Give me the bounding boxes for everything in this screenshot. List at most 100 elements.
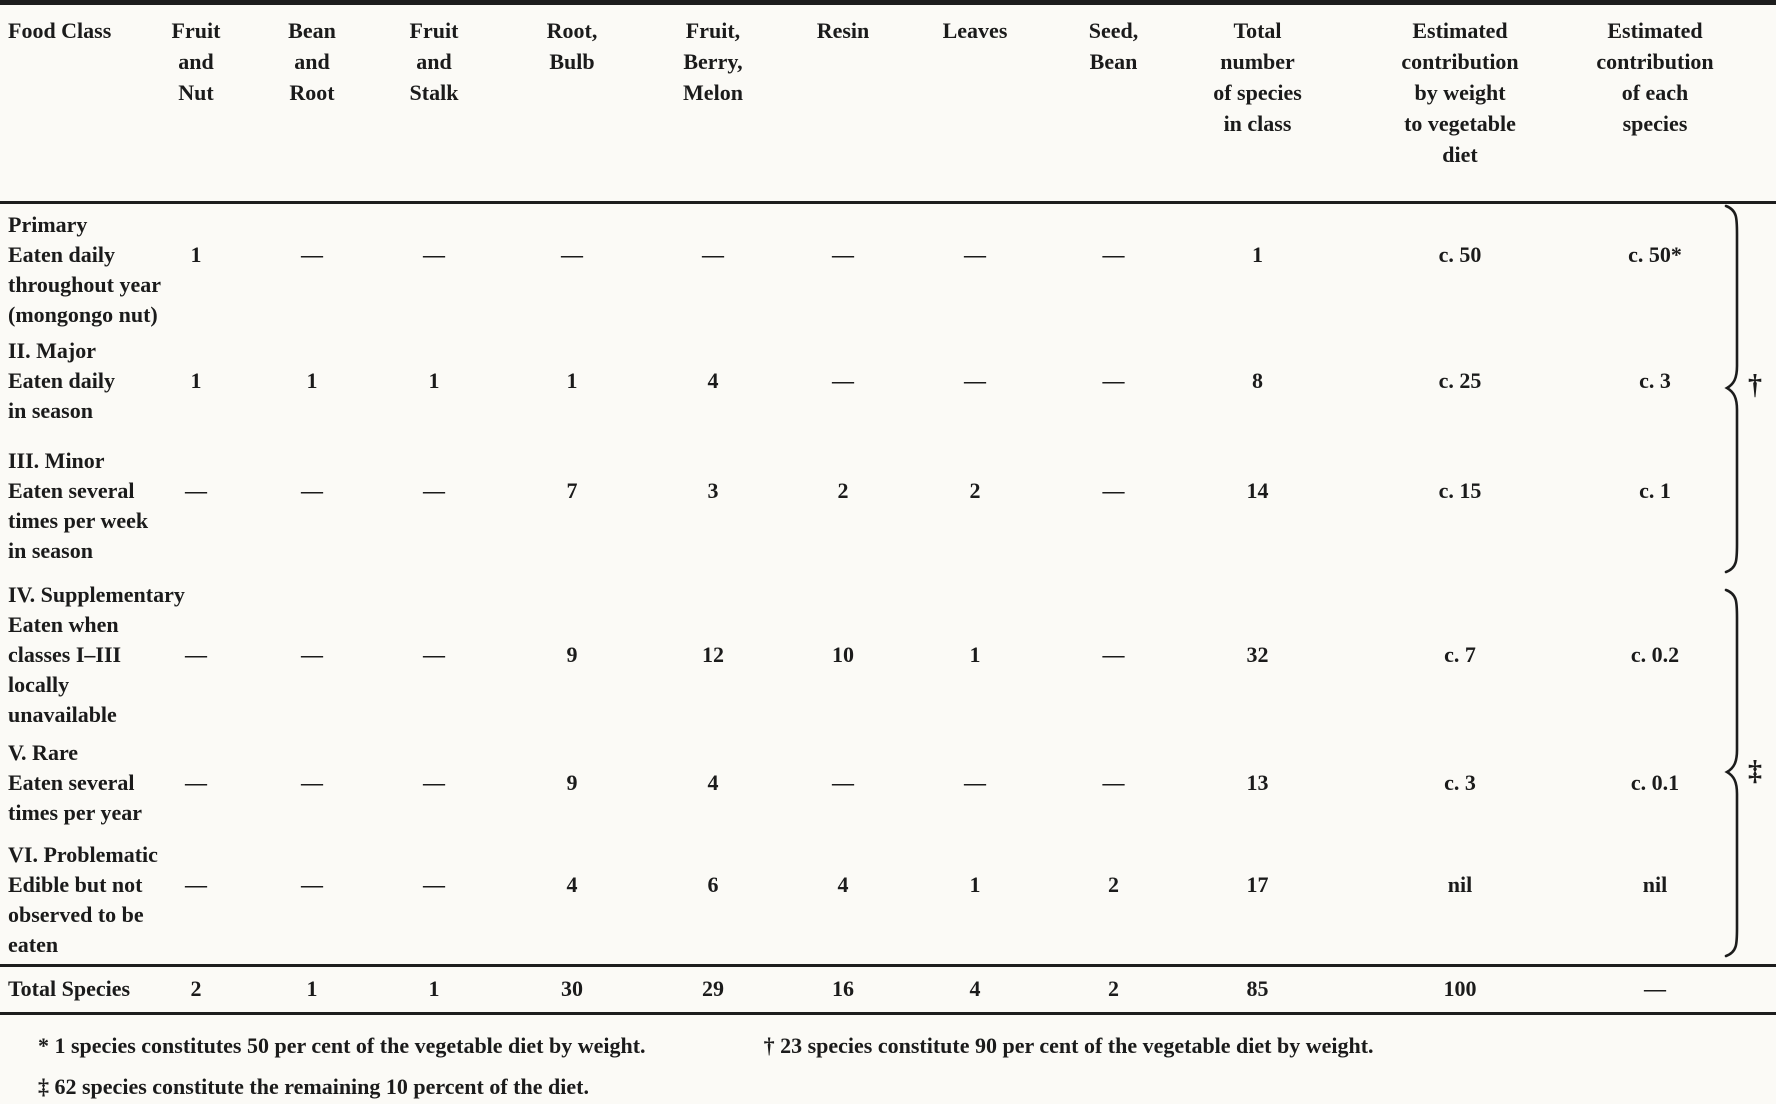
data-cell: — [301,770,323,795]
data-cell: 30 [561,976,583,1001]
row-desc-line: Edible but not [8,872,143,897]
row-desc-line: Eaten several [8,478,135,503]
data-cell: 17 [1246,872,1269,897]
header-contribution-each-species: Estimated contribution of each species [1596,18,1714,136]
data-cell: — [185,872,207,897]
data-cell: 2 [190,976,202,1001]
row-title: Primary [8,212,88,237]
data-cell: 1 [428,368,440,393]
data-cell: 4 [969,976,981,1001]
row-title: VI. Problematic [8,842,158,867]
header-leaves: Leaves [942,18,1008,43]
data-cell: 1 [190,368,202,393]
header-fruit-berry-melon: Fruit, Berry, Melon [683,18,743,105]
data-cell: — [832,242,854,267]
header-fruit-nut: Fruit and Nut [171,18,221,105]
data-cell: — [185,478,207,503]
dagger-mark: † [1748,370,1762,401]
row-desc-line: times per week [8,508,149,533]
table-row-rare: V. Rare Eaten several times per year — —… [0,732,1720,834]
data-cell: 2 [1108,872,1119,897]
data-cell: — [185,770,207,795]
data-cell: c. 7 [1444,642,1476,667]
data-cell: c. 50* [1628,242,1682,267]
header-rule [0,201,1776,204]
data-cell: nil [1642,872,1668,897]
row-desc-line: observed to be [8,902,144,927]
data-cell: 9 [566,642,578,667]
data-cell: 6 [707,872,719,897]
row-label: II. Major Eaten daily in season [0,330,140,440]
data-cell: — [832,770,854,795]
header-resin: Resin [816,18,870,43]
data-cell: — [423,770,445,795]
data-cell: — [1102,242,1125,267]
data-cell: — [702,242,724,267]
footnote-double-dagger: ‡ 62 species constitute the remaining 10… [38,1074,589,1099]
data-cell: — [301,478,323,503]
row-desc-line: unavailable [8,702,117,727]
row-desc-line: Eaten when [8,612,119,637]
header-food-class: Food Class [8,18,112,43]
table-row-primary: Primary Eaten daily throughout year (mon… [0,204,1720,330]
row-desc-line: (mongongo nut) [8,302,158,327]
data-cell: — [1644,976,1666,1001]
row-desc-line: in season [8,538,93,563]
data-cell: — [423,642,445,667]
data-cell: 32 [1246,642,1269,667]
data-cell: 29 [702,976,724,1001]
table-row-problematic: VI. Problematic Edible but not observed … [0,834,1720,964]
total-top-rule [0,964,1776,967]
data-cell: 1 [1252,242,1263,267]
row-label: Primary Eaten daily throughout year (mon… [0,204,161,330]
header-total-species-in-class: Total number of species in class [1213,18,1302,136]
brace-classes-i-iii [1723,204,1745,574]
data-cell: 12 [702,642,724,667]
data-cell: 2 [969,478,981,503]
double-dagger-mark: ‡ [1748,756,1762,787]
data-cell: — [301,642,323,667]
data-cell: 3 [707,478,719,503]
footnote-line-1: * 1 species constitutes 50 per cent of t… [0,1030,1776,1062]
data-cell: — [423,242,445,267]
header-contribution-by-weight: Estimated contribution by weight to vege… [1401,18,1519,167]
header-bean-root: Bean and Root [288,18,336,105]
header-fruit-stalk: Fruit and Stalk [409,18,459,105]
data-cell: 85 [1246,976,1269,1001]
data-cell: 4 [837,872,849,897]
data-cell: 4 [707,368,719,393]
row-desc-line: in season [8,398,93,423]
row-desc-line: throughout year [8,272,161,297]
data-cell: — [964,242,986,267]
data-cell: 100 [1443,976,1477,1001]
data-cell: 1 [190,242,202,267]
row-title: V. Rare [8,740,79,765]
row-title: II. Major [8,338,96,363]
data-cell: — [423,872,445,897]
data-cell: c. 3 [1444,770,1476,795]
data-cell: 4 [566,872,578,897]
data-cell: 1 [969,872,981,897]
data-cell: 7 [566,478,578,503]
row-desc-line: eaten [8,932,59,957]
data-cell: nil [1447,872,1473,897]
data-cell: — [185,642,207,667]
row-label: VI. Problematic Edible but not observed … [0,834,158,964]
data-cell: 4 [707,770,719,795]
row-desc-line: classes I–III [8,642,122,667]
data-cell: c. 25 [1438,368,1482,393]
data-cell: 16 [832,976,854,1001]
table-total-row: Total Species 2 1 1 30 29 16 4 2 85 100 … [0,967,1720,1012]
data-cell: — [301,872,323,897]
data-cell: — [1102,642,1125,667]
data-cell: 13 [1246,770,1269,795]
footnote-dagger: † 23 species constitute 90 per cent of t… [763,1033,1374,1058]
data-cell: c. 15 [1438,478,1482,503]
data-cell: — [1102,478,1125,503]
table-row-minor: III. Minor Eaten several times per week … [0,440,1720,574]
row-desc-line: Eaten several [8,770,135,795]
data-cell: 14 [1246,478,1269,503]
data-cell: c. 50 [1438,242,1482,267]
data-cell: c. 0.1 [1630,770,1680,795]
